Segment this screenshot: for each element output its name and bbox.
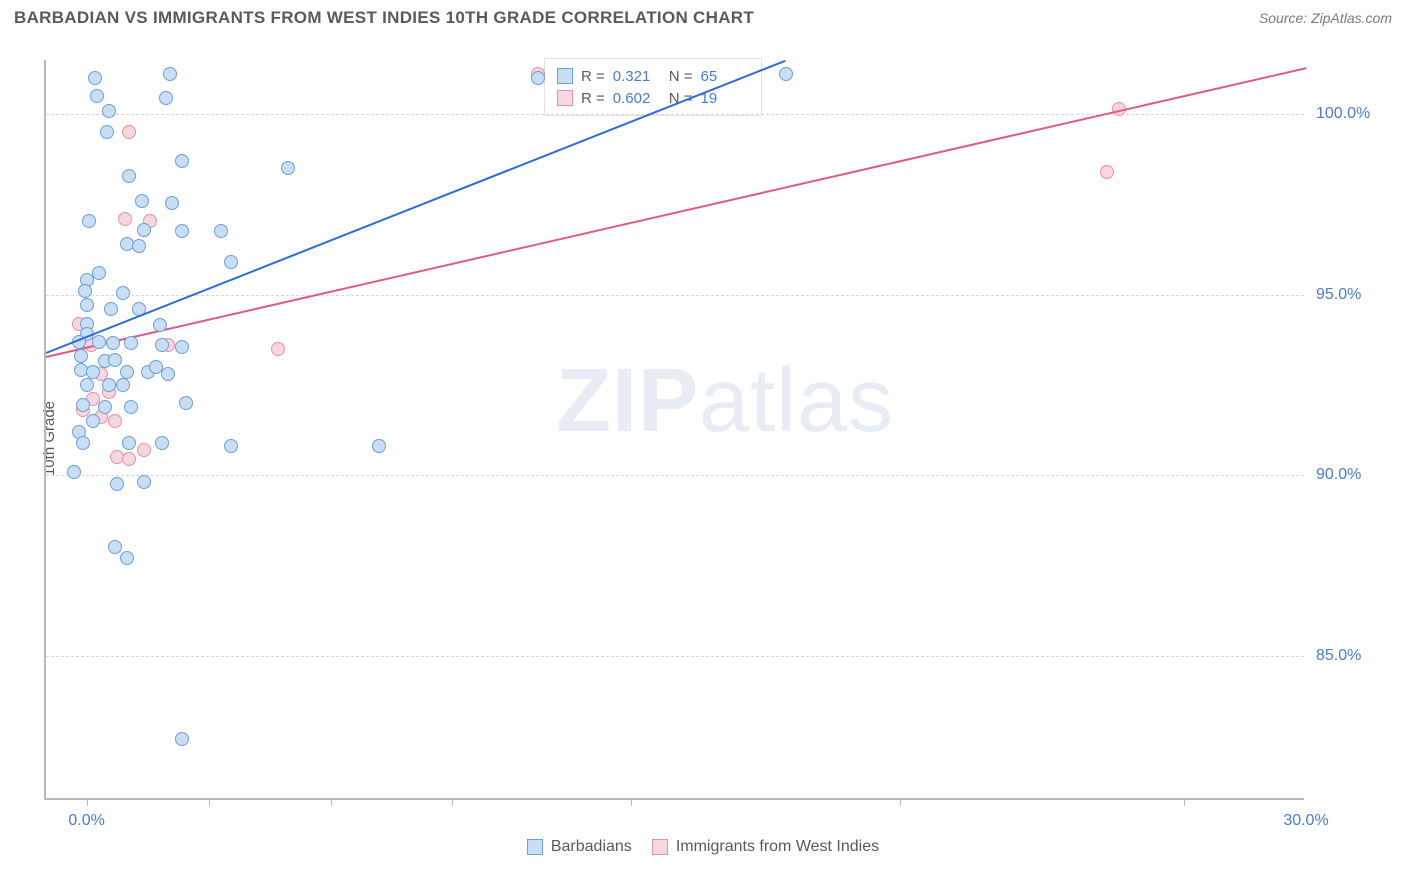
scatter-point-barbadians — [86, 414, 100, 428]
scatter-point-barbadians — [106, 336, 120, 350]
scatter-point-barbadians — [88, 71, 102, 85]
scatter-point-barbadians — [214, 224, 228, 238]
legend-label-barbadians: Barbadians — [551, 838, 632, 856]
scatter-point-barbadians — [100, 125, 114, 139]
legend-row-barbadians: R = 0.321 N = 65 — [557, 65, 749, 87]
scatter-point-barbadians — [102, 378, 116, 392]
gridline — [46, 475, 1304, 476]
scatter-point-barbadians — [165, 196, 179, 210]
swatch-barbadians-icon — [527, 839, 543, 855]
scatter-point-barbadians — [102, 104, 116, 118]
scatter-point-barbadians — [76, 398, 90, 412]
scatter-point-barbadians — [92, 266, 106, 280]
scatter-point-barbadians — [92, 335, 106, 349]
scatter-point-barbadians — [90, 89, 104, 103]
scatter-point-barbadians — [135, 194, 149, 208]
scatter-point-west_indies — [137, 443, 151, 457]
series-legend: Barbadians Immigrants from West Indies — [0, 838, 1406, 856]
scatter-point-barbadians — [531, 71, 545, 85]
scatter-point-barbadians — [175, 154, 189, 168]
scatter-point-west_indies — [1100, 165, 1114, 179]
scatter-point-barbadians — [74, 349, 88, 363]
scatter-point-barbadians — [98, 400, 112, 414]
scatter-point-barbadians — [132, 239, 146, 253]
gridline — [46, 295, 1304, 296]
scatter-point-barbadians — [372, 439, 386, 453]
scatter-point-barbadians — [124, 336, 138, 350]
scatter-point-barbadians — [224, 439, 238, 453]
scatter-point-barbadians — [122, 169, 136, 183]
correlation-legend: R = 0.321 N = 65 R = 0.602 N = 19 — [544, 58, 762, 116]
scatter-point-west_indies — [108, 414, 122, 428]
y-tick-label: 95.0% — [1316, 286, 1361, 304]
x-tick — [209, 798, 210, 806]
chart-title: BARBADIAN VS IMMIGRANTS FROM WEST INDIES… — [14, 8, 754, 28]
scatter-point-west_indies — [122, 452, 136, 466]
scatter-point-barbadians — [116, 286, 130, 300]
scatter-point-barbadians — [175, 224, 189, 238]
y-tick-label: 100.0% — [1316, 105, 1370, 123]
scatter-point-barbadians — [76, 436, 90, 450]
scatter-plot-area: ZIPatlas R = 0.321 N = 65 R = 0.602 N = … — [44, 60, 1304, 800]
watermark: ZIPatlas — [556, 350, 894, 453]
scatter-point-barbadians — [163, 67, 177, 81]
swatch-west-indies — [557, 90, 573, 106]
x-tick — [631, 798, 632, 806]
scatter-point-barbadians — [137, 475, 151, 489]
scatter-point-barbadians — [175, 340, 189, 354]
x-tick — [1184, 798, 1185, 806]
scatter-point-west_indies — [118, 212, 132, 226]
swatch-west-indies-icon — [652, 839, 668, 855]
scatter-point-barbadians — [224, 255, 238, 269]
scatter-point-barbadians — [122, 436, 136, 450]
legend-row-west-indies: R = 0.602 N = 19 — [557, 87, 749, 109]
x-tick — [87, 798, 88, 806]
x-tick-label: 30.0% — [1283, 812, 1328, 830]
x-tick-label: 0.0% — [68, 812, 104, 830]
scatter-point-barbadians — [120, 551, 134, 565]
legend-label-west-indies: Immigrants from West Indies — [676, 838, 879, 856]
scatter-point-barbadians — [116, 378, 130, 392]
scatter-point-barbadians — [108, 353, 122, 367]
scatter-point-barbadians — [149, 360, 163, 374]
scatter-point-barbadians — [78, 284, 92, 298]
source-attribution: Source: ZipAtlas.com — [1259, 10, 1392, 26]
scatter-point-barbadians — [175, 732, 189, 746]
scatter-point-west_indies — [271, 342, 285, 356]
scatter-point-west_indies — [122, 125, 136, 139]
y-tick-label: 85.0% — [1316, 647, 1361, 665]
y-tick-label: 90.0% — [1316, 466, 1361, 484]
scatter-point-barbadians — [179, 396, 193, 410]
scatter-point-barbadians — [67, 465, 81, 479]
swatch-barbadians — [557, 68, 573, 84]
x-tick — [331, 798, 332, 806]
legend-item-barbadians: Barbadians — [527, 838, 632, 856]
scatter-point-barbadians — [155, 436, 169, 450]
r-value-west-indies: 0.602 — [613, 90, 661, 107]
chart-container: ZIPatlas R = 0.321 N = 65 R = 0.602 N = … — [44, 60, 1354, 800]
scatter-point-barbadians — [159, 91, 173, 105]
scatter-point-barbadians — [779, 67, 793, 81]
scatter-point-barbadians — [153, 318, 167, 332]
r-value-barbadians: 0.321 — [613, 68, 661, 85]
x-tick — [900, 798, 901, 806]
scatter-point-barbadians — [161, 367, 175, 381]
gridline — [46, 656, 1304, 657]
scatter-point-barbadians — [108, 540, 122, 554]
scatter-point-barbadians — [124, 400, 138, 414]
scatter-point-barbadians — [110, 477, 124, 491]
scatter-point-barbadians — [281, 161, 295, 175]
scatter-point-barbadians — [137, 223, 151, 237]
scatter-point-barbadians — [82, 214, 96, 228]
legend-item-west-indies: Immigrants from West Indies — [652, 838, 879, 856]
x-tick — [452, 798, 453, 806]
scatter-point-barbadians — [80, 298, 94, 312]
scatter-point-barbadians — [80, 378, 94, 392]
scatter-point-barbadians — [155, 338, 169, 352]
scatter-point-barbadians — [104, 302, 118, 316]
trend-line-barbadians — [46, 60, 786, 354]
